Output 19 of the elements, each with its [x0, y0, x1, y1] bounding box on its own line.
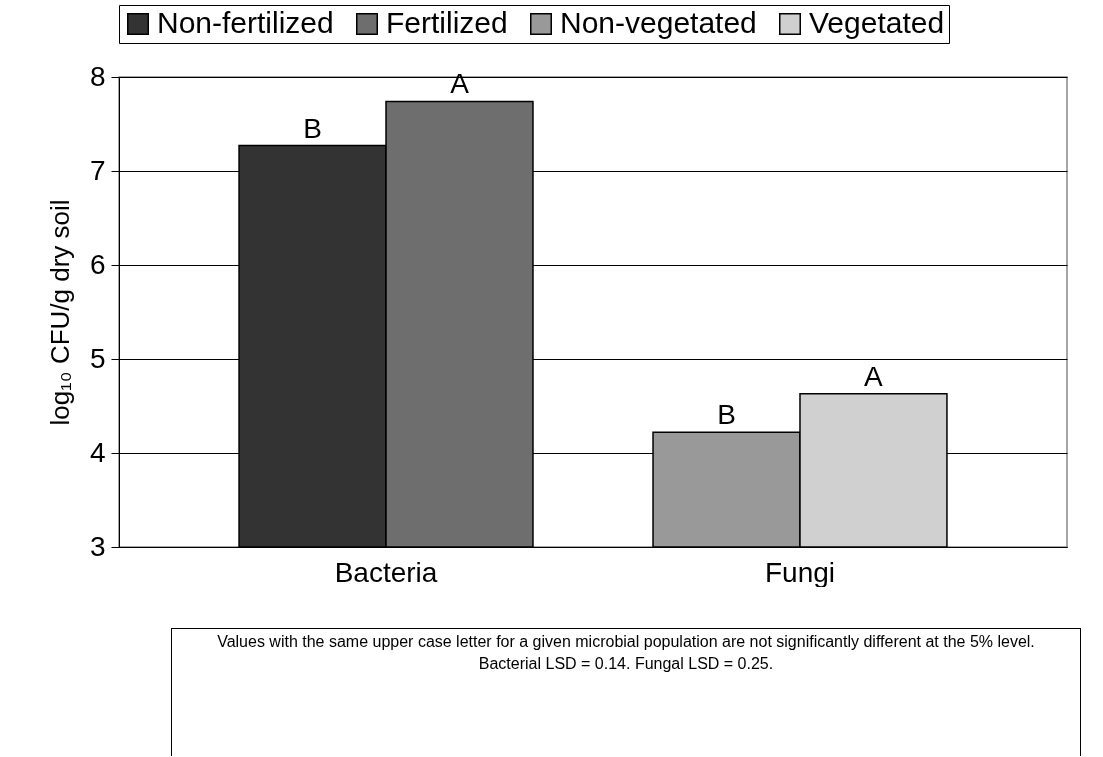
- x-tick-label: Bacteria: [334, 556, 438, 588]
- x-tick-label: Fungi: [764, 556, 836, 588]
- y-tick-label: 8: [89, 60, 106, 92]
- y-tick-label: 6: [89, 248, 106, 280]
- legend-label: Non-vegetated: [560, 6, 757, 39]
- text: Bacterial LSD = 0.14. Fungal LSD = 0.25.: [477, 654, 775, 674]
- y-tick-label: 5: [89, 342, 106, 374]
- annotation: A: [864, 360, 884, 392]
- y-tick-label: 7: [89, 154, 106, 186]
- legend-label: Non-fertilized: [157, 6, 334, 39]
- annotation: B: [717, 399, 736, 431]
- text: Values with the same upper case letter for a given microbial population are not significantly different at the 5% level.: [216, 632, 1036, 652]
- y-tick-label: 4: [89, 436, 106, 468]
- y-axis-title: log₁₀ CFU/g dry soil: [44, 199, 75, 426]
- legend-label: Vegetated: [809, 6, 945, 39]
- y-tick-label: 3: [89, 530, 106, 562]
- annotation: B: [303, 112, 322, 144]
- annotation: A: [450, 68, 470, 100]
- legend-label: Fertilized: [386, 6, 508, 39]
